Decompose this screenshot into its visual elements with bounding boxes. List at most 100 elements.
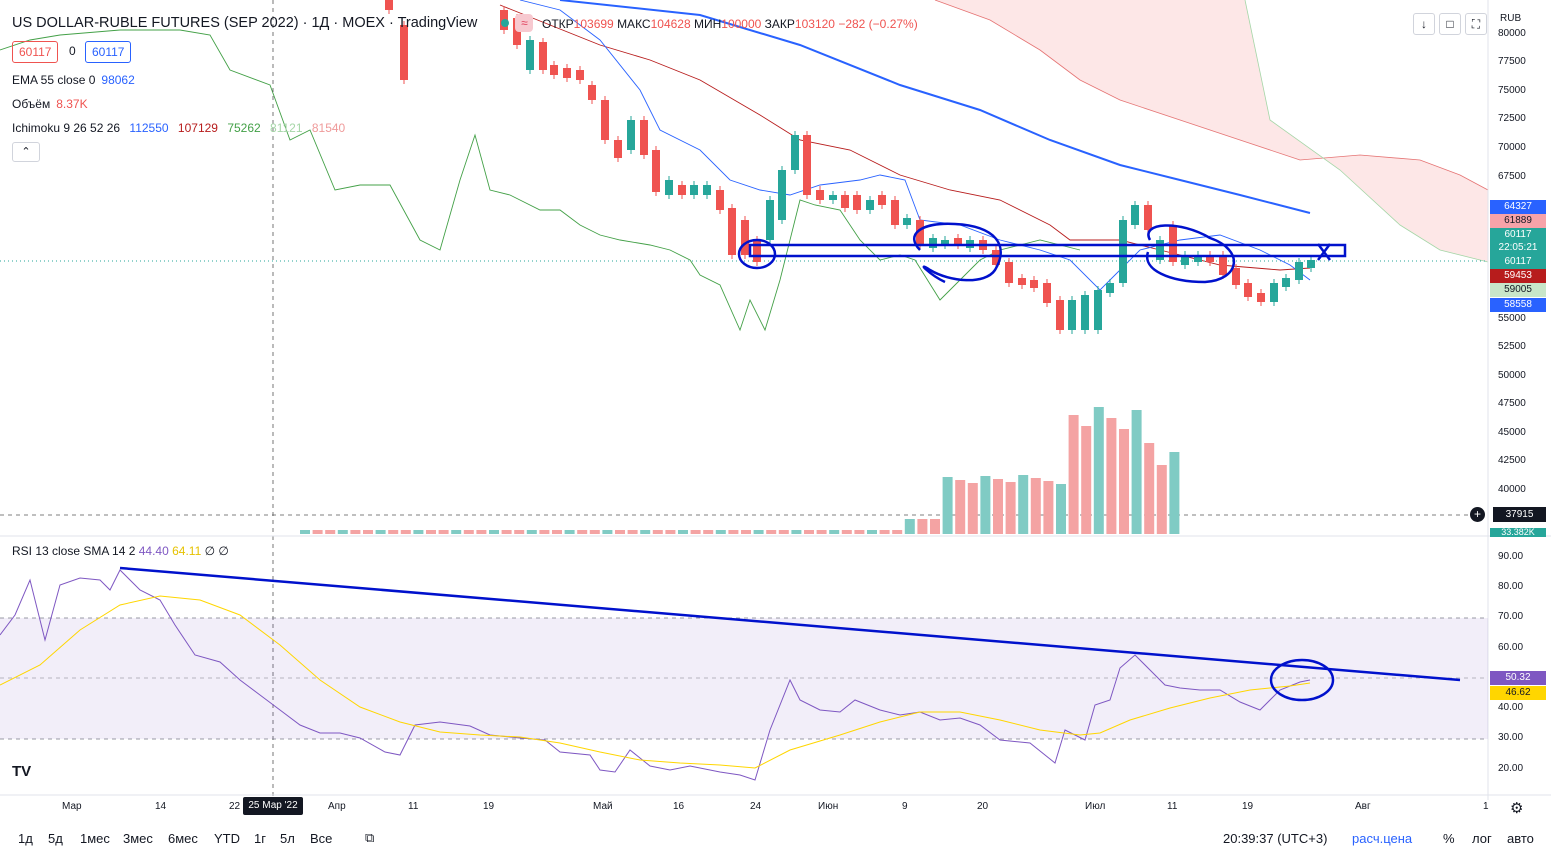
candle-body: [1206, 255, 1214, 262]
volume-bar: [337, 530, 348, 534]
buy-button[interactable]: 60117: [85, 41, 132, 63]
candle-body: [703, 185, 711, 195]
ohlc-readout: ОТКР103699 МАКС104628 МИН100000 ЗАКР1031…: [542, 17, 918, 31]
spread-value: 0: [69, 44, 76, 58]
volume-bar: [1068, 415, 1079, 534]
rsi-tick-label: 60.00: [1498, 642, 1524, 653]
price-tick-label: 52500: [1498, 341, 1526, 352]
candle-body: [1068, 300, 1076, 330]
percent-toggle[interactable]: %: [1443, 831, 1455, 846]
range-button[interactable]: 3мес: [123, 831, 153, 846]
candle-body: [891, 200, 899, 225]
range-button[interactable]: 1г: [254, 831, 266, 846]
ichimoku-legend[interactable]: Ichimoku 9 26 52 26 112550 107129 75262 …: [12, 121, 351, 135]
candle-body: [791, 135, 799, 170]
candle-body: [878, 195, 886, 205]
range-button[interactable]: 5л: [280, 831, 295, 846]
calendar-goto-icon[interactable]: ⧉: [365, 830, 375, 845]
ema-label: EMA 55 close 0: [12, 73, 96, 87]
candle-body: [816, 190, 824, 200]
annotation-x: [1317, 243, 1331, 261]
volume-bar: [312, 530, 323, 534]
gear-icon[interactable]: ⚙: [1510, 800, 1524, 817]
price-tag: 60117: [1490, 228, 1546, 242]
arrow-down-icon: ↓: [1421, 17, 1427, 31]
time-tick-label: 19: [483, 801, 495, 812]
close-value: 103120: [794, 17, 835, 31]
plus-icon[interactable]: +: [1470, 507, 1485, 522]
range-button[interactable]: 6мес: [168, 831, 198, 846]
sell-button[interactable]: 60117: [12, 41, 59, 63]
candle-body: [400, 25, 408, 80]
volume-bar: [804, 530, 814, 534]
symbol-header[interactable]: US DOLLAR-RUBLE FUTURES (SEP 2022) · 1Д …: [12, 14, 534, 32]
volume-label: Объём: [12, 97, 51, 111]
candle-body: [716, 190, 724, 210]
volume-bar: [955, 480, 966, 534]
collapse-legend-button[interactable]: ⌃: [12, 142, 40, 162]
download-button[interactable]: ↓: [1413, 13, 1435, 35]
volume-bar: [1156, 465, 1167, 534]
volume-bar: [829, 530, 840, 534]
ichimoku-span-a: [934, 0, 1489, 191]
range-button[interactable]: 1д: [18, 831, 33, 846]
candle-body: [539, 42, 547, 70]
range-button[interactable]: Все: [310, 831, 333, 846]
rsi-legend[interactable]: RSI 13 close SMA 14 2 44.40 64.11 ∅ ∅: [12, 544, 229, 558]
price-tick-label: 72500: [1498, 113, 1526, 124]
range-button[interactable]: 5д: [48, 831, 63, 846]
annotation-circle-3: [1145, 224, 1236, 284]
time-tick-label: 11: [1167, 801, 1178, 812]
candle-body: [1181, 255, 1189, 265]
volume-bar: [363, 530, 373, 534]
rsi-tick-label: 30.00: [1498, 732, 1524, 743]
volume-legend[interactable]: Объём 8.37K: [12, 97, 94, 111]
candle-body: [1307, 260, 1315, 268]
volume-bar: [526, 530, 537, 534]
time-tick-label: 16: [673, 801, 685, 812]
price-tick-label: 80000: [1498, 28, 1526, 39]
volume-bar: [766, 530, 777, 534]
close-label: ЗАКР: [764, 17, 795, 31]
volume-bar: [778, 530, 789, 534]
volume-bar: [1030, 478, 1041, 534]
range-button[interactable]: 1мес: [80, 831, 110, 846]
annotation-circle-2: [913, 222, 1002, 284]
candle-body: [1030, 280, 1038, 288]
currency-label[interactable]: RUB: [1500, 13, 1522, 24]
log-toggle[interactable]: лог: [1472, 831, 1492, 846]
candle-body: [1106, 283, 1114, 293]
volume-bar: [892, 530, 903, 534]
rsi-value: 44.40: [138, 544, 169, 558]
symbol-title[interactable]: US DOLLAR-RUBLE FUTURES (SEP 2022) · 1Д …: [12, 15, 478, 31]
price-tag: 60117: [1490, 255, 1546, 269]
candle-body: [1219, 255, 1227, 275]
clock[interactable]: 20:39:37 (UTC+3): [1223, 831, 1328, 846]
candle-body: [866, 200, 874, 210]
wave-icon[interactable]: ≈: [515, 14, 534, 32]
ema-legend[interactable]: EMA 55 close 0 98062: [12, 73, 141, 87]
candle-body: [526, 40, 534, 70]
price-tick-label: 70000: [1498, 142, 1526, 153]
volume-bar: [652, 530, 663, 534]
maximize-button[interactable]: □: [1439, 13, 1461, 35]
volume-bar: [413, 530, 424, 534]
volume-bar: [1106, 418, 1117, 534]
candle-body: [1043, 283, 1051, 303]
candle-body: [588, 85, 596, 100]
fullscreen-button[interactable]: ⛶: [1465, 13, 1487, 35]
candle-body: [829, 195, 837, 200]
candle-body: [627, 120, 635, 150]
volume-bar: [741, 530, 751, 534]
auto-toggle[interactable]: авто: [1507, 831, 1534, 846]
price-tick-label: 40000: [1498, 484, 1526, 495]
price-tick-label: 42500: [1498, 455, 1526, 466]
volume-bar: [1093, 407, 1104, 534]
crosshair-date-badge: 25 Мар '22: [243, 797, 303, 815]
candle-body: [1169, 225, 1177, 262]
volume-bar: [489, 530, 499, 534]
range-button[interactable]: YTD: [214, 831, 240, 846]
candle-body: [1144, 205, 1152, 230]
price-tick-label: 75000: [1498, 85, 1526, 96]
adj-price-toggle[interactable]: расч.цена: [1352, 831, 1413, 846]
